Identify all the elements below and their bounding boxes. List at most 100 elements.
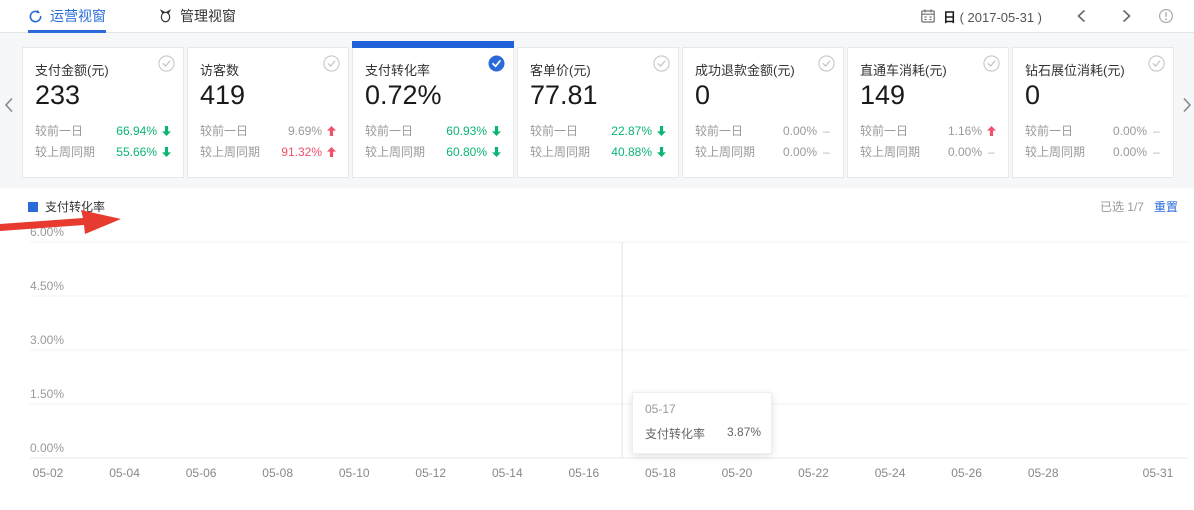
flat-dash-icon: –: [823, 144, 830, 159]
comparison-label: 较前一日: [1025, 124, 1074, 138]
annotation-arrow-icon: [0, 208, 125, 241]
prev-date-button[interactable]: [1076, 9, 1087, 23]
comparison-label: 较上周同期: [200, 145, 261, 159]
metric-card[interactable]: 钻石展位消耗(元) 0 较前一日 0.00% – 较上周同期 0.00% –: [1012, 47, 1174, 178]
comparison-label: 较上周同期: [1025, 145, 1086, 159]
metric-title: 成功退款金额(元): [695, 63, 795, 78]
arrow-down-icon: [492, 146, 501, 157]
comparison-label: 较前一日: [860, 124, 909, 138]
x-axis-label: 05-18: [645, 466, 676, 480]
info-icon[interactable]: [1158, 8, 1174, 24]
tab-management-view[interactable]: 管理视窗: [158, 0, 236, 33]
comparison-value: 60.80%: [446, 144, 487, 159]
prev-cards-button[interactable]: [4, 97, 14, 118]
x-axis-label: 05-02: [33, 466, 64, 480]
tab-label: 运营视窗: [50, 8, 106, 24]
check-icon[interactable]: [1148, 55, 1165, 77]
comparison-value: 40.88%: [611, 144, 652, 159]
tab-operations-view[interactable]: 运营视窗: [28, 0, 106, 33]
metric-title: 客单价(元): [530, 63, 591, 78]
x-axis-label: 05-26: [951, 466, 982, 480]
date-picker[interactable]: 日 ( 2017-05-31 ): [943, 7, 1042, 26]
metric-value: 77.81: [530, 80, 598, 110]
metric-title: 访客数: [200, 63, 240, 78]
y-axis-label: 6.00%: [30, 225, 64, 239]
x-axis-label: 05-20: [722, 466, 753, 480]
arrow-down-icon: [657, 125, 666, 136]
comparison-row: 较前一日 1.16%: [860, 120, 996, 141]
comparison-value: 0.00%: [782, 144, 817, 159]
metric-title: 支付金额(元): [35, 63, 109, 78]
comparison-label: 较上周同期: [35, 145, 96, 159]
metric-card[interactable]: 支付转化率 0.72% 较前一日 60.93% 较上周同期 60.80%: [352, 41, 514, 178]
metric-card[interactable]: 成功退款金额(元) 0 较前一日 0.00% – 较上周同期 0.00% –: [682, 47, 844, 178]
calendar-icon[interactable]: [920, 8, 936, 24]
legend-item[interactable]: 支付转化率: [28, 198, 105, 215]
x-axis-label: 05-16: [569, 466, 600, 480]
x-axis-label: 05-10: [339, 466, 370, 480]
comparison-row: 较上周同期 60.80%: [365, 141, 501, 162]
check-icon[interactable]: [488, 55, 505, 77]
comparison-value: 0.00%: [947, 144, 982, 159]
cycle-icon: [28, 9, 43, 24]
comparison-value: 9.69%: [287, 123, 322, 138]
next-date-button[interactable]: [1121, 9, 1132, 23]
comparison-row: 较前一日 9.69%: [200, 120, 336, 141]
y-axis-label: 4.50%: [30, 279, 64, 293]
comparison-value: 55.66%: [116, 144, 157, 159]
metric-value: 419: [200, 80, 246, 110]
comparison-value: 91.32%: [281, 144, 322, 159]
metric-card[interactable]: 直通车消耗(元) 149 较前一日 1.16% 较上周同期 0.00% –: [847, 47, 1009, 178]
comparison-label: 较上周同期: [530, 145, 591, 159]
metric-card[interactable]: 客单价(元) 77.81 较前一日 22.87% 较上周同期 40.88%: [517, 47, 679, 178]
check-icon[interactable]: [818, 55, 835, 77]
legend-marker: [28, 201, 38, 212]
check-icon[interactable]: [158, 55, 175, 77]
x-axis-label: 05-06: [186, 466, 217, 480]
metric-title: 直通车消耗(元): [860, 63, 947, 78]
comparison-value: 22.87%: [611, 123, 652, 138]
series-line: [48, 271, 1158, 433]
arrow-up-icon: [327, 146, 336, 157]
next-cards-button[interactable]: [1182, 97, 1192, 118]
comparison-row: 较前一日 22.87%: [530, 120, 666, 141]
comparison-value: 0.00%: [1112, 123, 1147, 138]
comparison-row: 较上周同期 91.32%: [200, 141, 336, 162]
comparison-value: 66.94%: [116, 123, 157, 138]
x-axis-label: 05-24: [875, 466, 906, 480]
check-icon[interactable]: [653, 55, 670, 77]
comparison-row: 较上周同期 40.88%: [530, 141, 666, 162]
arrow-down-icon: [657, 146, 666, 157]
metric-value: 149: [860, 80, 906, 110]
x-axis-label: 05-14: [492, 466, 523, 480]
cards-row: 支付金额(元) 233 较前一日 66.94% 较上周同期 55.66% 访客数 419 较前一…: [22, 41, 1174, 188]
flat-dash-icon: –: [988, 144, 995, 159]
metric-card[interactable]: 支付金额(元) 233 较前一日 66.94% 较上周同期 55.66%: [22, 47, 184, 178]
comparison-value: 0.00%: [1112, 144, 1147, 159]
comparison-value: 60.93%: [446, 123, 487, 138]
y-axis-label: 0.00%: [30, 441, 64, 455]
comparison-label: 较前一日: [35, 124, 84, 138]
comparison-row: 较前一日 0.00% –: [1025, 120, 1161, 141]
comparison-value: 0.00%: [782, 123, 817, 138]
date-range: ( 2017-05-31 ): [959, 9, 1042, 25]
metric-title: 支付转化率: [365, 63, 431, 78]
top-nav: 运营视窗 管理视窗 日 ( 2017-05-31 ): [0, 0, 1194, 33]
chart-header-right: 已选 1/7 重置: [1100, 198, 1178, 215]
x-axis-label: 05-31: [1143, 466, 1174, 480]
date-controls: 日 ( 2017-05-31 ): [920, 7, 1174, 26]
flat-dash-icon: –: [1153, 144, 1160, 159]
metric-card[interactable]: 访客数 419 较前一日 9.69% 较上周同期 91.32%: [187, 47, 349, 178]
legend-label: 支付转化率: [45, 200, 106, 214]
comparison-row: 较上周同期 55.66%: [35, 141, 171, 162]
tooltip-series: 支付转化率: [645, 427, 706, 441]
comparison-label: 较前一日: [365, 124, 414, 138]
reset-button[interactable]: 重置: [1153, 200, 1178, 214]
check-icon[interactable]: [323, 55, 340, 77]
comparison-row: 较上周同期 0.00% –: [860, 141, 996, 162]
comparison-row: 较上周同期 0.00% –: [695, 141, 831, 162]
arrow-up-icon: [327, 125, 336, 136]
check-icon[interactable]: [983, 55, 1000, 77]
x-axis-label: 05-08: [262, 466, 293, 480]
comparison-label: 较前一日: [530, 124, 579, 138]
